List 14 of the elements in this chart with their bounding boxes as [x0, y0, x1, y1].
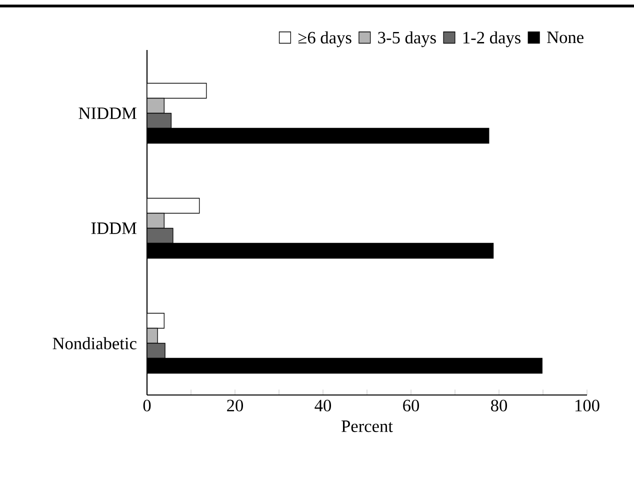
- x-tick-label: 20: [227, 400, 244, 412]
- y-tick-label: IDDM: [91, 222, 136, 234]
- x-tick-label: 60: [403, 400, 420, 412]
- x-tick-label: 80: [491, 400, 508, 412]
- legend-label: 1-2 days: [463, 31, 521, 48]
- y-tick-label: Nondiabetic: [52, 337, 136, 350]
- x-tick-label: 0: [143, 400, 151, 412]
- legend-label: 3-5 days: [378, 31, 436, 48]
- legend-label: ≥6 days: [298, 31, 352, 48]
- x-tick-label: 40: [314, 400, 332, 412]
- legend-label: None: [547, 32, 584, 44]
- y-tick-label: NIDDM: [78, 108, 136, 119]
- x-axis-title: Percent: [342, 420, 393, 432]
- x-tick-label: 100: [576, 400, 600, 412]
